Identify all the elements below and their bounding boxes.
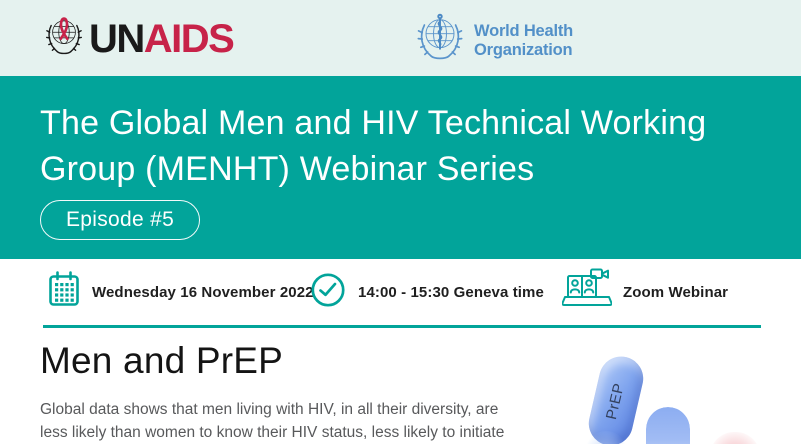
event-time: 14:00 - 15:30 Geneva time xyxy=(309,259,544,325)
page-title: The Global Men and HIV Technical Working… xyxy=(40,100,706,192)
who-text-line1: World Health xyxy=(474,22,574,41)
prep-pill-illustration-partial: PrEP xyxy=(646,407,690,444)
unaids-wordmark: UNAIDS xyxy=(89,16,235,61)
pill-fade-pink xyxy=(710,432,760,444)
unaids-aids-text: AIDS xyxy=(143,16,235,61)
unaids-un-text: UN xyxy=(89,16,145,61)
who-logo: World Health Organization xyxy=(414,10,573,71)
pill-fade-blue xyxy=(584,431,628,444)
event-platform-label: Zoom Webinar xyxy=(623,283,729,301)
prep-pill-illustration: PrEP xyxy=(584,352,648,444)
topic-section: Men and PrEP Global data shows that men … xyxy=(0,328,801,444)
topic-paragraph: Global data shows that men living with H… xyxy=(40,398,560,444)
who-emblem-icon xyxy=(414,10,466,71)
who-wordmark: World Health Organization xyxy=(474,22,573,59)
event-time-label: 14:00 - 15:30 Geneva time xyxy=(358,283,544,301)
logo-bar: UNAIDS xyxy=(0,0,801,76)
topic-paragraph-line1: Global data shows that men living with H… xyxy=(40,401,499,418)
title-banner: The Global Men and HIV Technical Working… xyxy=(0,76,801,259)
page-title-line2: Group (MENHT) Webinar Series xyxy=(40,150,535,188)
page-title-line1: The Global Men and HIV Technical Working xyxy=(40,104,707,142)
unaids-logo: UNAIDS xyxy=(45,12,235,65)
section-divider xyxy=(43,325,761,328)
event-date: Wednesday 16 November 2022 xyxy=(47,259,314,325)
unaids-emblem-icon xyxy=(45,12,83,65)
event-platform: Zoom Webinar xyxy=(561,259,729,325)
webinar-icon xyxy=(561,267,613,318)
topic-heading: Men and PrEP xyxy=(40,340,284,381)
prep-pill-label: PrEP xyxy=(603,381,629,421)
event-info-row: Wednesday 16 November 2022 14:00 - 15:30… xyxy=(0,259,801,325)
calendar-icon xyxy=(47,270,81,315)
topic-paragraph-line2: less likely than women to know their HIV… xyxy=(40,424,505,441)
episode-badge: Episode #5 xyxy=(40,200,201,240)
who-text-line2: Organization xyxy=(474,40,573,59)
clock-icon xyxy=(309,271,347,314)
event-date-label: Wednesday 16 November 2022 xyxy=(92,283,314,301)
